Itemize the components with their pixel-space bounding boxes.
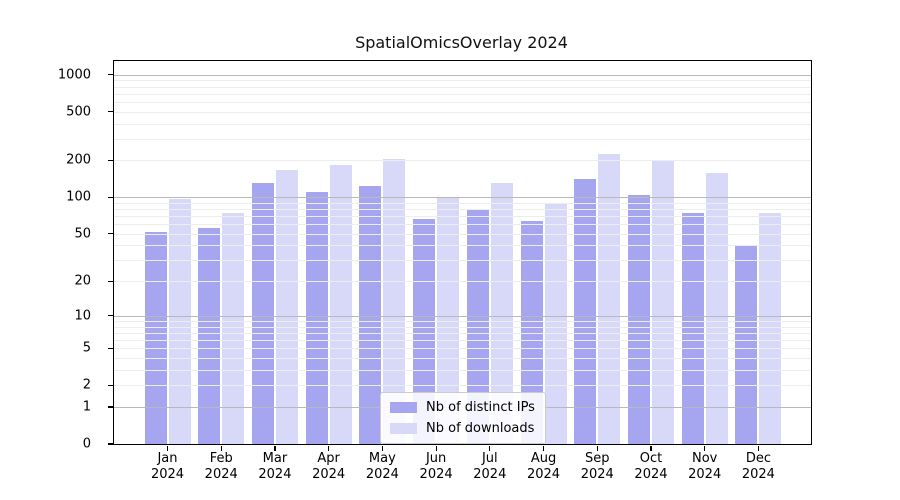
bar-distinct-ips: [574, 179, 597, 444]
y-axis-tick-label: 5: [82, 340, 91, 356]
x-axis-tick: [435, 445, 437, 451]
y-axis-tick-label: 500: [66, 104, 91, 120]
bar-group-oct: [627, 61, 674, 444]
y-axis-tick: [107, 406, 113, 408]
legend-item-downloads: Nb of downloads: [390, 421, 535, 436]
y-axis-tick-label: 20: [74, 273, 91, 289]
bar-distinct-ips: [520, 220, 543, 444]
bar-downloads: [490, 182, 513, 444]
legend: Nb of distinct IPs Nb of downloads: [380, 392, 546, 444]
x-axis-tick-label: Dec 2024: [741, 451, 775, 482]
x-axis-tick: [542, 445, 545, 451]
bar-group-may: [359, 61, 406, 444]
bar-downloads: [437, 196, 460, 444]
bar-downloads: [544, 202, 567, 444]
bar-distinct-ips: [627, 194, 650, 444]
x-axis-tick: [381, 445, 383, 451]
x-axis-tick: [328, 445, 330, 451]
bar-group-dec: [735, 61, 782, 444]
bar-distinct-ips: [681, 213, 704, 444]
legend-swatch-downloads-icon: [390, 423, 417, 434]
legend-label-distinct-ips: Nb of distinct IPs: [426, 400, 535, 415]
x-axis-tick: [757, 445, 759, 451]
y-axis-tick: [107, 233, 113, 235]
x-axis-tick: [166, 445, 169, 451]
bar-group-sep: [574, 61, 621, 444]
x-axis-tick: [596, 445, 598, 451]
bar-downloads: [759, 213, 782, 444]
y-axis-tick-label: 10: [74, 308, 91, 324]
legend-swatch-distinct-ips-icon: [390, 402, 417, 413]
legend-label-downloads: Nb of downloads: [426, 421, 535, 436]
bar-group-jun: [413, 61, 460, 444]
bar-distinct-ips: [359, 185, 382, 444]
legend-item-distinct-ips: Nb of distinct IPs: [390, 400, 535, 415]
bar-downloads: [705, 173, 728, 444]
bar-group-feb: [198, 61, 245, 444]
y-axis-tick-label: 1: [82, 399, 91, 415]
bars-layer: [114, 61, 811, 444]
bar-distinct-ips: [413, 219, 436, 444]
x-axis-tick: [220, 445, 222, 451]
y-axis-tick-label: 1000: [57, 67, 91, 83]
y-axis-tick-label: 2: [82, 377, 91, 393]
bar-distinct-ips: [305, 192, 328, 444]
y-axis-tick: [107, 347, 113, 349]
y-axis-tick: [107, 74, 113, 76]
x-axis-tick-label: Aug 2024: [526, 451, 561, 482]
bar-distinct-ips: [144, 231, 167, 444]
bar-downloads: [329, 165, 352, 444]
bar-group-apr: [305, 61, 352, 444]
bar-downloads: [383, 158, 406, 444]
bar-distinct-ips: [198, 227, 221, 444]
x-axis-tick-label: Jan 2024: [150, 451, 185, 482]
bar-group-mar: [251, 61, 298, 444]
x-axis-tick: [650, 445, 652, 451]
y-axis-tick: [107, 159, 113, 162]
plot-area: 0 1 2 5 10 20 50 100 200 500 1000 Jan 2024 Feb 2024 Ma…: [58, 60, 812, 482]
bar-group-nov: [681, 61, 728, 444]
bar-downloads: [275, 169, 298, 444]
bar-downloads: [651, 159, 674, 444]
y-axis-tick: [107, 196, 113, 198]
x-axis-tick-label: Mar 2024: [258, 451, 292, 482]
y-axis-tick: [107, 443, 113, 445]
x-axis-tick-label: Feb 2024: [204, 451, 238, 482]
y-axis-tick: [107, 384, 113, 386]
y-axis-tick-label: 0: [82, 436, 91, 452]
x-axis-tick: [704, 445, 706, 451]
bar-distinct-ips: [735, 245, 758, 444]
y-axis-tick: [107, 111, 113, 113]
x-axis-tick-label: Sep 2024: [580, 451, 614, 482]
bar-group-jul: [466, 61, 513, 444]
x-axis-tick-label: Apr 2024: [312, 451, 346, 482]
x-axis-tick-label: Jun 2024: [419, 451, 453, 482]
y-axis-tick-label: 100: [66, 189, 91, 205]
x-axis-tick-label: May 2024: [365, 451, 399, 482]
y-axis-tick: [107, 315, 113, 317]
x-axis-tick-label: Jul 2024: [473, 451, 507, 482]
x-axis-tick: [274, 445, 276, 451]
x-axis-tick-label: Nov 2024: [688, 451, 722, 482]
bar-group-aug: [520, 61, 567, 444]
y-axis-tick-label: 200: [66, 152, 91, 168]
bar-downloads: [222, 213, 245, 444]
bar-distinct-ips: [251, 182, 274, 444]
y-axis-tick-label: 50: [74, 226, 91, 242]
bar-downloads: [168, 198, 191, 444]
chart-title: SpatialOmicsOverlay 2024: [355, 33, 568, 52]
bar-group-jan: [144, 61, 191, 444]
x-axis-tick-label: Oct 2024: [634, 451, 668, 482]
y-axis-tick: [107, 280, 113, 282]
bar-downloads: [598, 153, 621, 444]
x-axis-tick: [489, 445, 491, 451]
